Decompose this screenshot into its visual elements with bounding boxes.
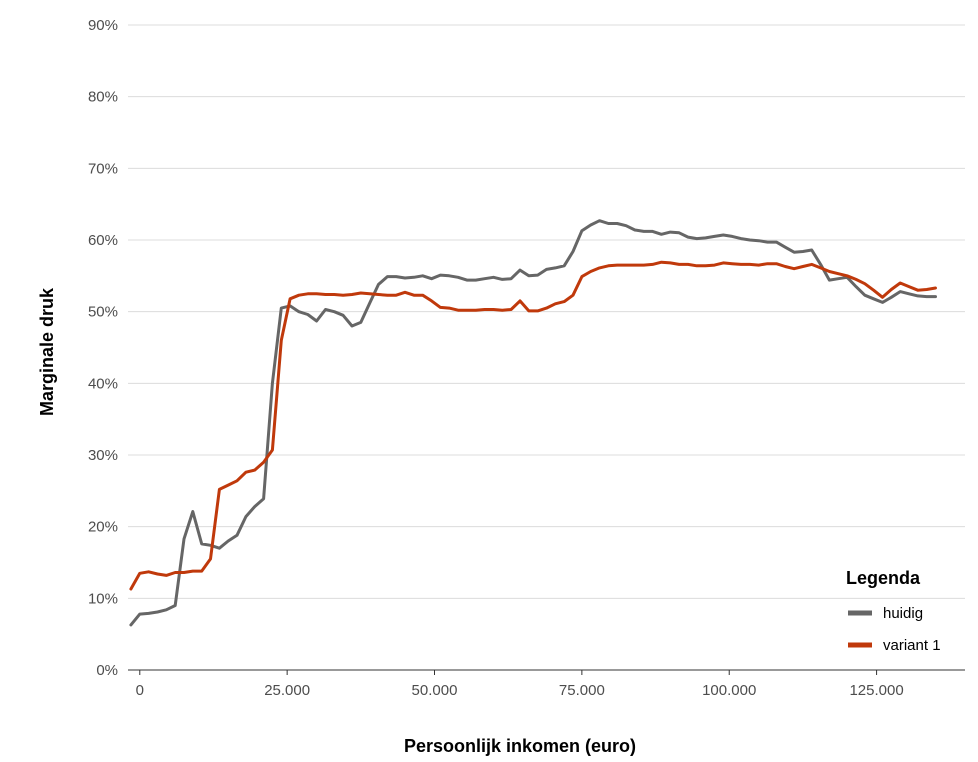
y-tick-label: 20% [88, 519, 118, 536]
x-axis-ticks: 0 25.000 50.000 75.000 100.000 125.000 [136, 670, 904, 699]
x-tick-label: 125.000 [849, 682, 903, 699]
y-axis-ticks: 0% 10% 20% 30% 40% 50% 60% 70% 80% 90% [88, 17, 118, 679]
legend-title: Legenda [846, 568, 921, 588]
grid [128, 24, 965, 671]
legend-items: huidig variant 1 [848, 605, 941, 654]
x-axis-title: Persoonlijk inkomen (euro) [404, 736, 636, 756]
y-axis-title: Marginale druk [37, 287, 57, 416]
series-line-2 [129, 260, 937, 591]
x-tick-label: 75.000 [559, 682, 605, 699]
legend: Legenda huidig variant 1 [846, 568, 941, 654]
x-tick-label: 100.000 [702, 682, 756, 699]
legend-label-1: huidig [883, 605, 923, 622]
legend-label-2: variant 1 [883, 637, 941, 654]
x-tick-label: 0 [136, 682, 144, 699]
y-tick-label: 40% [88, 375, 118, 392]
series-line-1 [129, 219, 937, 627]
y-tick-label: 90% [88, 17, 118, 34]
y-tick-label: 10% [88, 590, 118, 607]
series [129, 219, 937, 627]
y-tick-label: 60% [88, 232, 118, 249]
y-tick-label: 80% [88, 89, 118, 106]
y-tick-label: 0% [96, 662, 118, 679]
y-tick-label: 30% [88, 447, 118, 464]
y-tick-label: 50% [88, 304, 118, 321]
y-tick-label: 70% [88, 160, 118, 177]
x-tick-label: 25.000 [264, 682, 310, 699]
x-tick-label: 50.000 [412, 682, 458, 699]
